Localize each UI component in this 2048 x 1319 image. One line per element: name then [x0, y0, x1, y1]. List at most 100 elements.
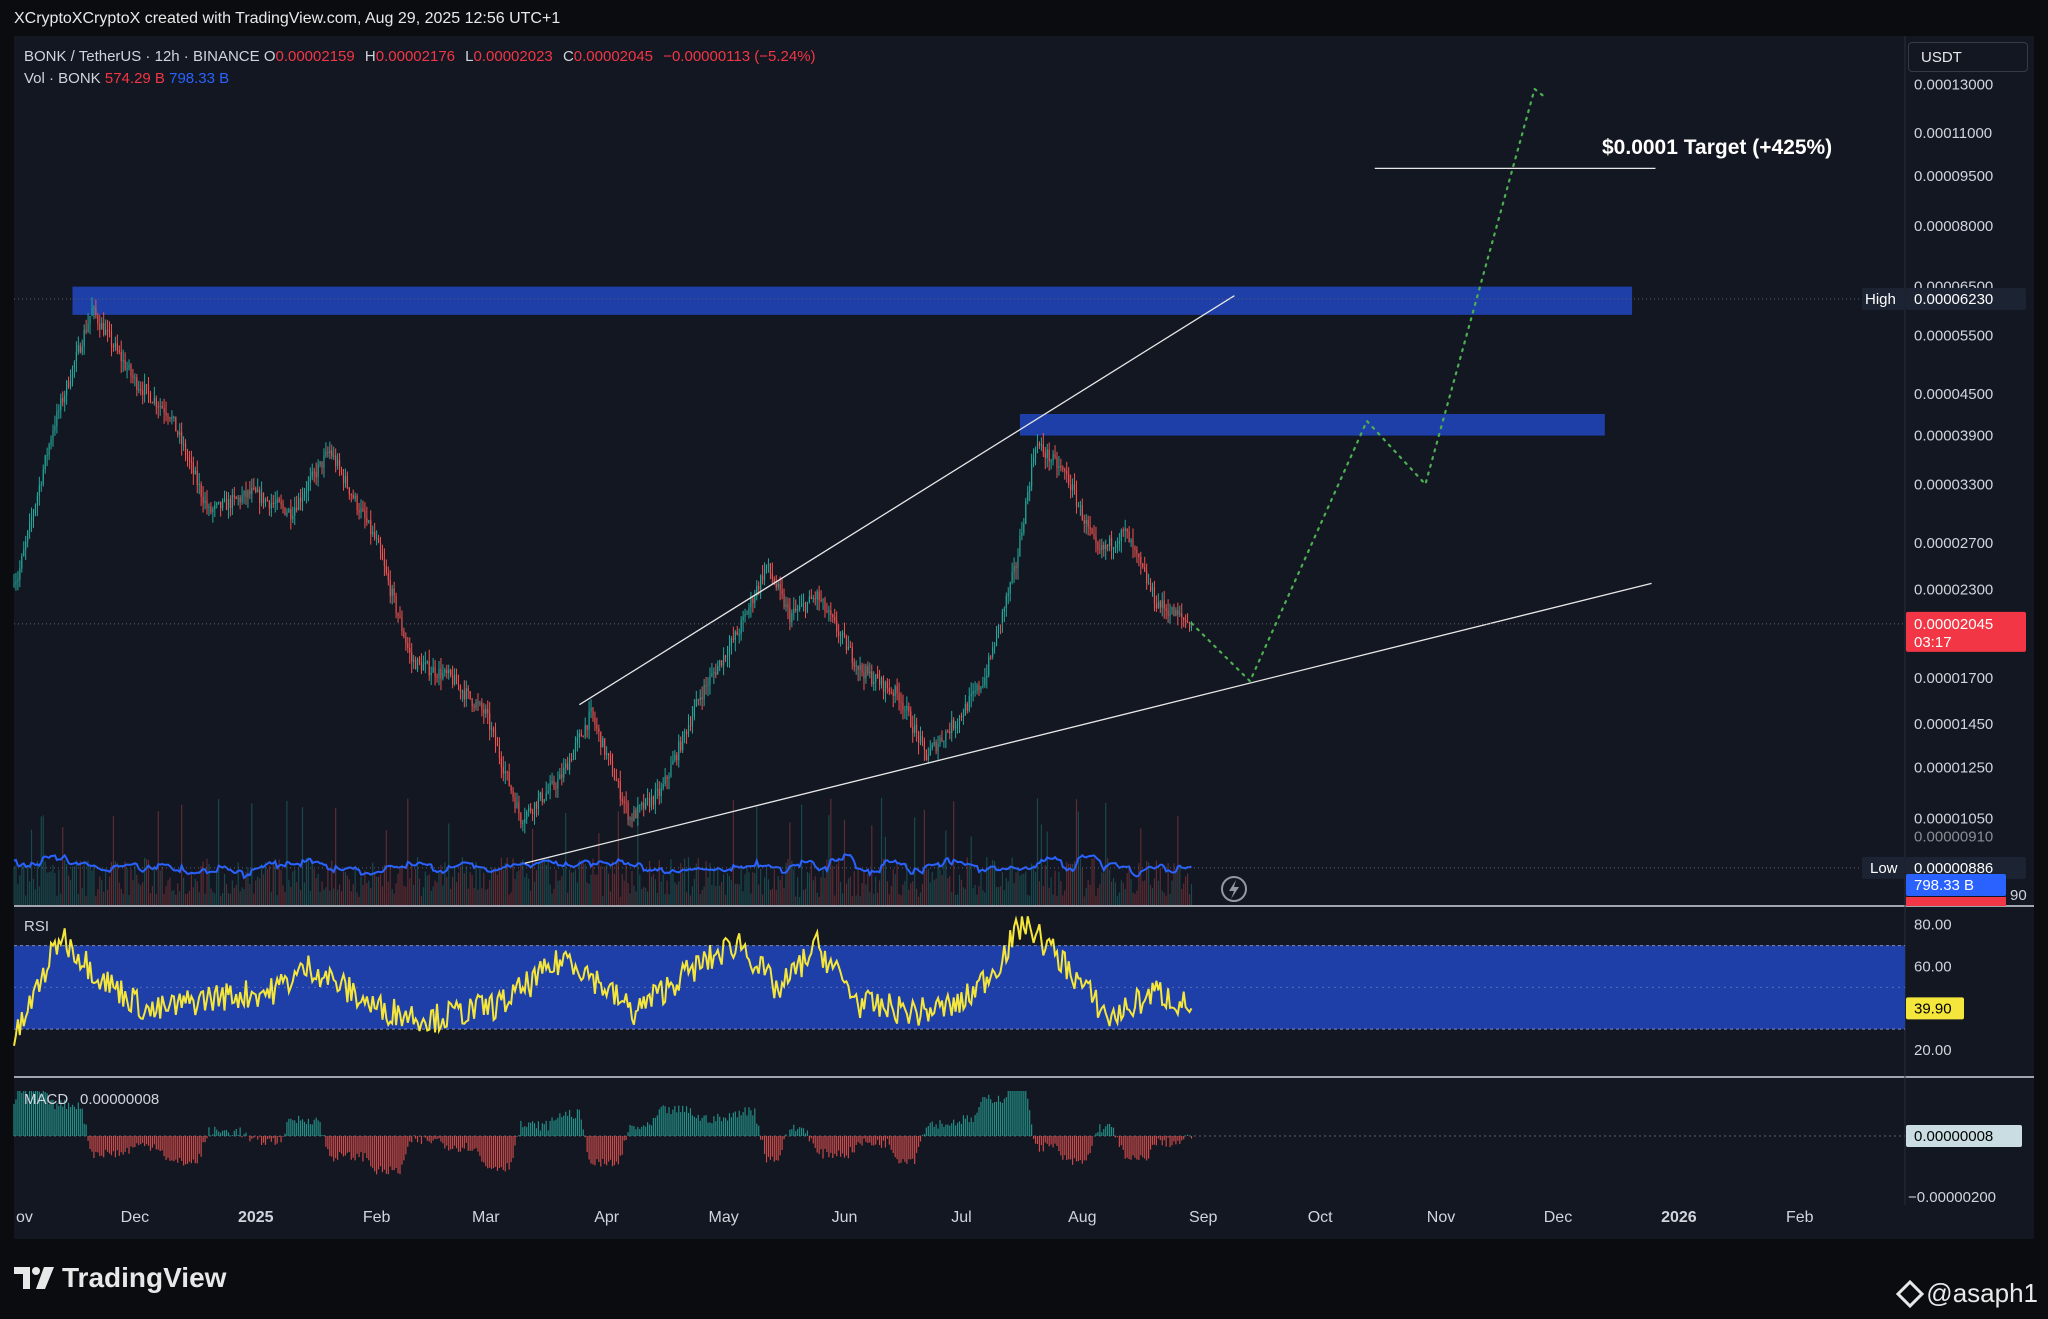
macd-bar	[21, 1092, 23, 1136]
macd-bar	[500, 1136, 502, 1168]
volume-bar	[397, 873, 399, 905]
volume-bar	[1169, 893, 1171, 905]
candle-body	[91, 307, 93, 317]
volume-bar	[578, 860, 580, 905]
volume-bar	[255, 880, 257, 905]
volume-bar	[894, 874, 896, 905]
volume-bar	[452, 876, 454, 905]
volume-bar	[356, 892, 358, 905]
volume-bar	[477, 889, 479, 905]
volume-bar	[266, 869, 269, 905]
candle-body	[875, 674, 877, 683]
candle-body	[937, 743, 939, 752]
candle-body	[914, 724, 916, 733]
volume-bar	[282, 885, 284, 905]
volume-bar	[214, 893, 216, 905]
candle-body	[608, 753, 610, 757]
volume-bar	[543, 858, 545, 905]
volume-bar	[1083, 896, 1085, 905]
macd-bar	[621, 1136, 623, 1155]
candle-body	[995, 631, 998, 647]
symbol-legend[interactable]: BONK / TetherUS · 12h · BINANCE O0.00002…	[24, 48, 822, 65]
volume-bar	[746, 868, 748, 905]
volume-legend[interactable]: Vol · BONK 574.29 B 798.33 B	[24, 70, 229, 87]
volume-bar	[738, 884, 740, 905]
volume-bar	[270, 891, 272, 905]
candle-body	[1009, 582, 1011, 594]
volume-bar	[1087, 879, 1089, 905]
macd-bar	[95, 1136, 97, 1152]
macd-bar	[557, 1117, 559, 1136]
volume-bar	[824, 877, 826, 905]
macd-bar	[709, 1122, 711, 1136]
macd-bar	[869, 1136, 871, 1143]
volume-bar	[1054, 870, 1056, 905]
macd-bar	[834, 1136, 836, 1154]
candle-body	[781, 589, 783, 595]
volume-bar	[73, 866, 76, 905]
volume-bar	[420, 896, 423, 905]
volume-bar	[927, 868, 929, 905]
currency-selector[interactable]: USDT	[1908, 42, 2028, 72]
volume-bar	[804, 888, 807, 905]
macd-bar	[524, 1126, 526, 1136]
lightning-icon[interactable]	[1221, 876, 1247, 902]
candle-body	[202, 496, 204, 504]
macd-bar	[744, 1107, 746, 1136]
volume-bar	[767, 879, 770, 905]
candle-body	[1075, 490, 1078, 506]
candle-body	[1083, 519, 1085, 524]
candle-body	[1077, 505, 1080, 507]
candle-body	[598, 728, 600, 732]
macd-bar	[235, 1128, 237, 1136]
macd-bar	[906, 1136, 908, 1164]
macd-bar	[126, 1136, 128, 1148]
macd-bar	[939, 1120, 941, 1136]
volume-bar	[1091, 858, 1093, 905]
candle-body	[701, 697, 703, 700]
volume-bar	[202, 861, 204, 905]
volume-bar	[705, 861, 707, 905]
volume-bar	[551, 893, 553, 905]
candle-body	[1110, 537, 1113, 550]
macd-bar	[420, 1136, 423, 1144]
candle-body	[430, 672, 432, 676]
candle-body	[756, 585, 758, 597]
candle-body	[155, 397, 157, 407]
macd-bar	[459, 1136, 462, 1152]
macd-bar	[1013, 1091, 1015, 1136]
candle-body	[929, 748, 931, 756]
macd-bar	[662, 1105, 664, 1136]
macd-bar	[563, 1115, 565, 1136]
rsi-tick-label: 60.00	[1914, 958, 1952, 975]
macd-bar	[925, 1127, 927, 1136]
volume-bar	[773, 869, 775, 905]
macd-bar	[849, 1136, 851, 1148]
macd-bar	[799, 1127, 801, 1136]
macd-bar	[58, 1105, 60, 1136]
time-tick-label: ov	[16, 1209, 33, 1226]
macd-bar	[680, 1112, 682, 1136]
macd-bar	[865, 1136, 867, 1142]
volume-bar	[485, 889, 487, 905]
candle-body	[1105, 544, 1107, 550]
macd-bar	[370, 1136, 372, 1167]
volume-bar	[1073, 861, 1076, 905]
macd-bar	[251, 1136, 253, 1139]
candle-body	[440, 668, 442, 679]
volume-bar	[740, 867, 742, 905]
volume-bar	[652, 874, 655, 905]
open-label: O	[263, 48, 276, 65]
macd-bar	[399, 1136, 401, 1175]
candle-body	[810, 596, 812, 599]
volume-bar	[609, 891, 612, 905]
volume-bar	[348, 879, 350, 905]
volume-bar	[506, 857, 508, 905]
volume-bar	[315, 877, 317, 905]
candle-body	[376, 538, 378, 540]
macd-bar	[596, 1136, 598, 1160]
candle-body	[253, 487, 255, 489]
candle-body	[619, 781, 621, 800]
volume-bar	[687, 857, 690, 905]
